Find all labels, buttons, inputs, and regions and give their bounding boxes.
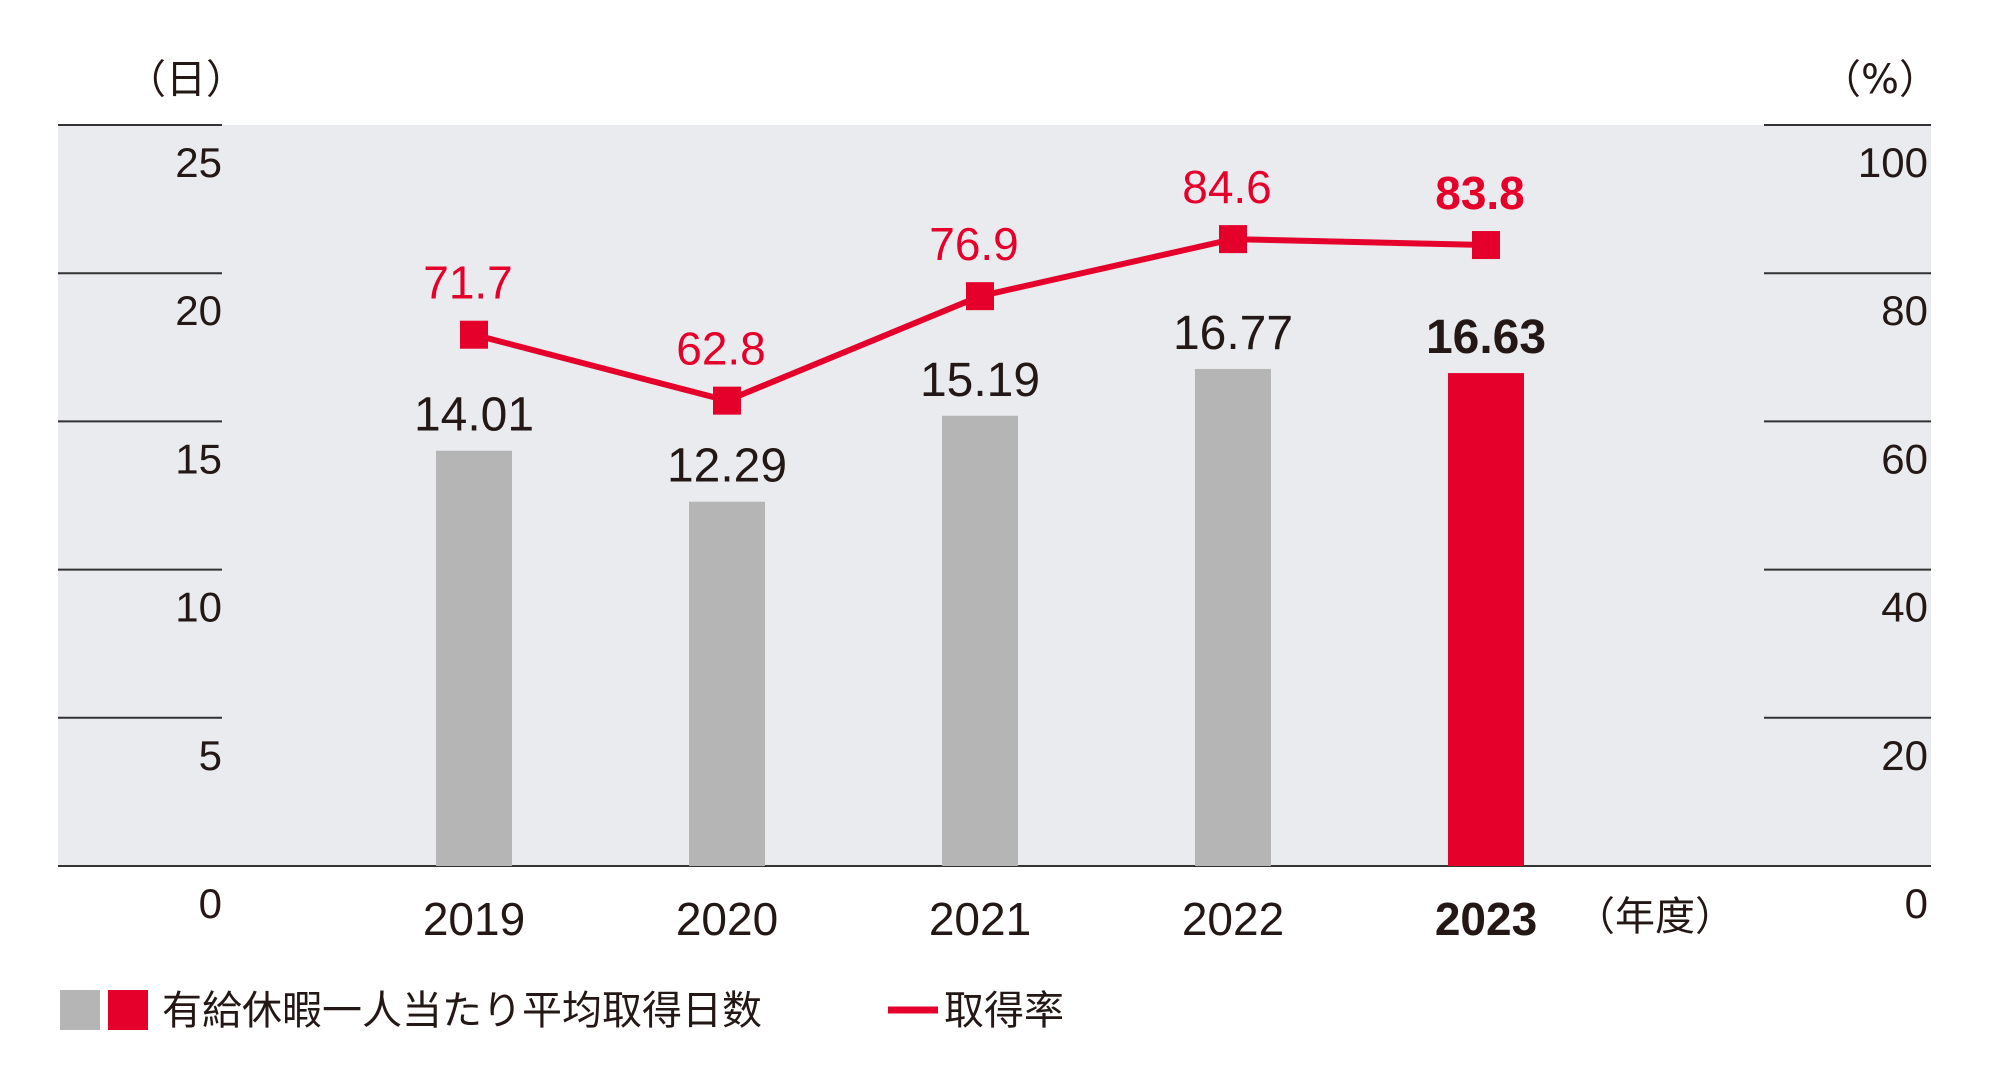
bar-value-label: 16.63	[1426, 311, 1546, 364]
bar	[689, 501, 765, 866]
bar	[436, 450, 512, 866]
right-tick-label: 60	[1881, 435, 1928, 482]
legend-swatch-bar-highlight	[108, 990, 148, 1030]
x-tick-label: 2019	[423, 893, 525, 945]
line-value-label: 84.6	[1182, 161, 1272, 213]
bar-value-label: 12.29	[667, 440, 787, 493]
left-tick-label: 5	[199, 732, 222, 779]
line-marker	[1472, 231, 1500, 260]
line-marker	[713, 386, 741, 415]
x-tick-label: 2023	[1435, 893, 1537, 945]
line-value-label: 83.8	[1435, 167, 1525, 219]
x-axis-unit: （年度）	[1575, 894, 1735, 940]
right-tick-label: 100	[1858, 139, 1928, 186]
legend-swatch-bar	[60, 990, 100, 1030]
line-value-label: 76.9	[929, 218, 1019, 270]
left-tick-label: 25	[175, 139, 222, 186]
line-marker	[966, 282, 994, 311]
right-tick-label: 20	[1881, 732, 1928, 779]
bar-value-label: 16.77	[1173, 307, 1293, 360]
legend: 有給休暇一人当たり平均取得日数 取得率	[60, 988, 1064, 1034]
right-tick-label: 0	[1905, 880, 1928, 927]
right-axis-unit: （%）	[1821, 57, 1939, 103]
legend-line-label: 取得率	[944, 988, 1064, 1034]
line-marker	[1219, 225, 1247, 254]
x-tick-label: 2022	[1182, 893, 1284, 945]
bar-value-label: 14.01	[414, 389, 534, 442]
bar	[1195, 368, 1271, 866]
left-tick-label: 15	[175, 435, 222, 482]
line-marker	[460, 320, 488, 349]
right-tick-label: 40	[1881, 584, 1928, 631]
bar	[1448, 373, 1524, 866]
bar-value-label: 15.19	[920, 354, 1040, 407]
x-tick-label: 2020	[676, 893, 778, 945]
x-tick-label: 2021	[929, 893, 1031, 945]
right-tick-label: 80	[1881, 287, 1928, 334]
left-tick-label: 10	[175, 584, 222, 631]
left-tick-label: 0	[199, 880, 222, 927]
left-axis-unit: （日）	[126, 57, 246, 103]
legend-bar-label: 有給休暇一人当たり平均取得日数	[162, 988, 762, 1034]
line-value-label: 71.7	[423, 257, 513, 309]
left-tick-label: 20	[175, 287, 222, 334]
bar	[942, 415, 1018, 866]
line-value-label: 62.8	[676, 323, 766, 375]
